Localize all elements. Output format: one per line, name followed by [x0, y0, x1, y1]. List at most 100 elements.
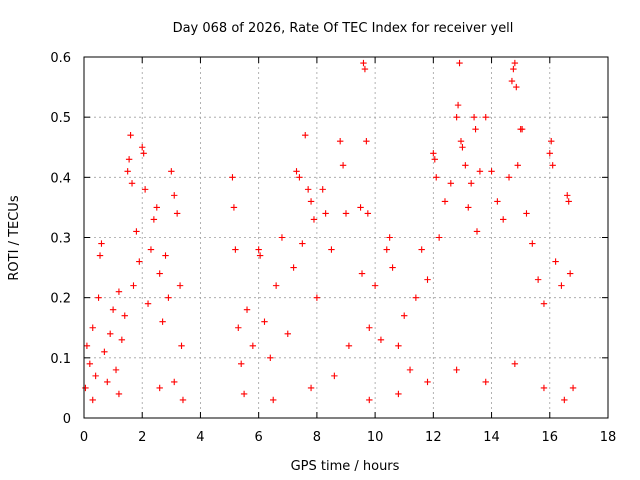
data-point: [441, 198, 449, 205]
data-point: [171, 192, 178, 199]
data-point: [406, 366, 414, 374]
data-point: [424, 378, 431, 386]
data-point: [162, 252, 169, 259]
data-point: [92, 372, 99, 380]
x-tick-label: 4: [196, 430, 204, 445]
data-point: [342, 210, 350, 217]
data-point: [467, 180, 475, 187]
data-point: [176, 282, 184, 289]
data-point: [454, 101, 462, 109]
chart-title: Day 068 of 2026, Rate Of TEC Index for r…: [173, 21, 514, 36]
data-point: [360, 59, 367, 67]
data-point: [548, 138, 555, 145]
x-tick-label: 10: [367, 430, 384, 445]
data-point: [243, 306, 251, 313]
data-point: [232, 246, 239, 253]
data-point: [395, 390, 402, 398]
data-point: [500, 216, 507, 223]
data-point: [510, 65, 517, 73]
data-point: [462, 162, 469, 169]
data-point: [488, 168, 495, 175]
data-point: [345, 342, 353, 349]
y-tick-label: 0.2: [50, 292, 71, 307]
x-tick-label: 12: [425, 430, 442, 445]
data-point: [401, 312, 408, 319]
data-point: [549, 162, 556, 169]
data-point: [261, 318, 268, 325]
data-point: [363, 138, 370, 145]
data-point: [147, 246, 155, 253]
data-point: [453, 366, 460, 374]
data-point: [561, 396, 568, 404]
y-tick-labels: 0 0.1 0.2 0.3 0.4 0.5 0.6: [50, 51, 71, 427]
axis-ticks: [83, 56, 609, 419]
data-point: [133, 228, 140, 235]
data-point: [255, 246, 262, 253]
data-point: [494, 198, 501, 205]
data-point: [235, 324, 242, 331]
data-point: [339, 162, 347, 169]
data-point: [336, 138, 344, 145]
data-point: [470, 113, 478, 121]
y-tick-label: 0.5: [50, 111, 71, 126]
data-point: [153, 204, 160, 211]
y-tick-label: 0: [63, 412, 71, 427]
data-point: [476, 168, 484, 175]
data-point: [121, 312, 128, 319]
data-point: [290, 264, 297, 271]
data-point: [299, 240, 306, 247]
data-point: [328, 246, 335, 253]
data-point: [313, 294, 321, 301]
data-point: [514, 162, 521, 169]
data-point: [482, 378, 489, 386]
data-points: [82, 59, 577, 404]
data-point: [366, 324, 373, 331]
data-point: [511, 360, 519, 368]
data-point: [465, 204, 472, 211]
data-point: [357, 204, 364, 211]
data-point: [83, 342, 91, 349]
y-tick-label: 0.1: [50, 352, 71, 367]
data-point: [307, 384, 315, 392]
data-point: [229, 174, 236, 181]
data-point: [98, 240, 105, 247]
data-point: [482, 113, 489, 121]
data-point: [168, 168, 175, 175]
data-point: [270, 396, 277, 404]
data-point: [150, 216, 158, 223]
data-point: [459, 144, 466, 151]
data-point: [95, 294, 102, 301]
data-point: [552, 258, 559, 265]
data-point: [523, 210, 530, 217]
data-point: [364, 210, 372, 217]
data-point: [564, 192, 571, 199]
data-point: [156, 270, 163, 277]
x-axis-label: GPS time / hours: [291, 459, 400, 474]
data-point: [256, 252, 264, 259]
data-point: [165, 294, 172, 301]
data-point: [109, 306, 117, 313]
data-point: [104, 378, 111, 386]
data-point: [558, 282, 565, 289]
data-point: [159, 318, 166, 325]
data-point: [249, 342, 257, 349]
data-point: [546, 150, 553, 157]
data-point: [302, 132, 309, 139]
data-point: [331, 372, 338, 380]
x-tick-label: 16: [542, 430, 559, 445]
data-point: [296, 174, 303, 181]
x-tick-label: 2: [138, 430, 146, 445]
data-point: [447, 180, 454, 187]
data-point: [304, 186, 312, 193]
data-point: [511, 59, 519, 67]
x-tick-label: 6: [255, 430, 263, 445]
data-point: [284, 330, 291, 337]
data-point: [293, 168, 300, 175]
y-tick-label: 0.6: [50, 51, 71, 66]
data-point: [178, 342, 185, 349]
x-tick-labels: 0 2 4 6 8 10 12 14 16 18: [80, 430, 616, 445]
data-point: [118, 336, 126, 343]
data-point: [389, 264, 396, 271]
data-point: [136, 258, 143, 265]
